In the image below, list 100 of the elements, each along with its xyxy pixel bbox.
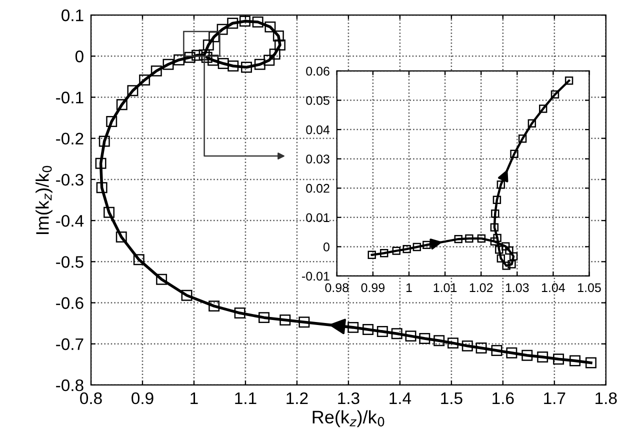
point <box>508 260 516 268</box>
point <box>422 240 431 250</box>
point <box>550 90 560 99</box>
point <box>553 354 564 365</box>
x-tick-label: 1.3 <box>338 392 360 404</box>
point <box>298 316 310 328</box>
y-tick-label: -0.7 <box>56 338 84 350</box>
point <box>391 328 402 340</box>
y-tick-label: -0.1 <box>56 92 84 104</box>
point <box>491 344 502 356</box>
point <box>198 49 210 60</box>
point <box>348 322 359 333</box>
point <box>447 338 458 349</box>
point <box>239 16 250 27</box>
point <box>269 48 280 60</box>
y-tick-label: -0.5 <box>56 256 84 268</box>
point <box>490 237 499 246</box>
point <box>201 52 212 63</box>
x-tick-label: 0.98 <box>325 283 349 292</box>
point <box>227 18 238 29</box>
point <box>506 347 518 358</box>
point <box>509 252 518 260</box>
point <box>570 355 580 366</box>
point <box>412 242 422 252</box>
point <box>174 54 185 66</box>
y-tick-label: 0 <box>75 50 84 62</box>
y-tick-label: 0.05 <box>306 96 330 105</box>
point <box>127 85 138 96</box>
point <box>490 223 499 232</box>
x-tick-label: 1.5 <box>441 392 462 404</box>
point <box>434 335 445 346</box>
point <box>477 234 486 243</box>
x-tick-label: 1 <box>190 392 198 404</box>
x-tick-label: 1.04 <box>542 283 565 292</box>
point <box>405 330 416 342</box>
point <box>564 76 574 85</box>
x-tick-label: 1.02 <box>470 283 493 292</box>
point <box>106 116 118 127</box>
point <box>454 234 462 244</box>
x-tick-label: 0.8 <box>80 392 102 404</box>
y-tick-label: 0.06 <box>306 66 330 76</box>
y-tick-label: 0.01 <box>306 213 330 222</box>
point <box>95 158 106 169</box>
point <box>133 254 144 266</box>
x-tick-label: 1 <box>406 283 412 292</box>
x-axis-title: Re(k$_{z}$)/k$_{0}$ <box>312 410 384 428</box>
point <box>208 31 220 42</box>
point <box>181 290 192 301</box>
point <box>496 180 506 189</box>
point <box>491 210 500 218</box>
point <box>380 249 388 258</box>
point <box>104 206 115 218</box>
point <box>493 234 502 242</box>
x-tick-label: 1.03 <box>506 283 529 292</box>
point <box>202 40 214 51</box>
point <box>502 262 510 270</box>
point <box>368 250 376 259</box>
y-tick-label: -0.3 <box>56 174 84 186</box>
point <box>98 136 110 147</box>
point <box>522 350 533 361</box>
point <box>465 234 474 243</box>
point <box>234 308 246 319</box>
x-tick-label: 1.4 <box>390 392 412 404</box>
x-tick-label: 1.05 <box>578 283 601 292</box>
point <box>510 150 518 158</box>
x-tick-label: 1.6 <box>492 392 514 404</box>
point <box>264 54 275 66</box>
point <box>496 254 506 263</box>
y-tick-label: 0.02 <box>306 184 330 193</box>
point <box>392 246 400 255</box>
point <box>462 340 473 352</box>
point <box>218 58 229 70</box>
point <box>208 54 219 66</box>
point <box>241 62 252 73</box>
point <box>216 24 228 35</box>
point <box>274 40 286 51</box>
y-tick-label: -0.4 <box>56 214 84 227</box>
y-tick-label: 0 <box>323 242 330 252</box>
point <box>495 246 504 254</box>
point <box>228 60 239 72</box>
y-tick-label: 0.04 <box>306 125 330 134</box>
y-tick-label: -0.8 <box>56 379 84 392</box>
point <box>184 52 196 63</box>
point <box>362 324 374 335</box>
point <box>402 244 411 254</box>
y-tick-label: -0.6 <box>56 297 84 309</box>
point <box>585 357 596 368</box>
point <box>264 21 276 32</box>
x-tick-label: 1.1 <box>235 392 256 404</box>
point <box>116 232 127 242</box>
x-tick-label: 1.8 <box>596 392 617 404</box>
point <box>156 274 168 285</box>
point <box>505 246 514 255</box>
point <box>252 16 264 28</box>
y-axis-title: Im(k$_{z}$)/k$_{0}$ <box>36 166 52 234</box>
x-tick-label: 0.99 <box>361 283 385 292</box>
x-tick-label: 1.7 <box>544 392 566 404</box>
y-tick-label: 0.03 <box>306 154 330 164</box>
point <box>272 30 284 42</box>
point <box>538 104 548 113</box>
